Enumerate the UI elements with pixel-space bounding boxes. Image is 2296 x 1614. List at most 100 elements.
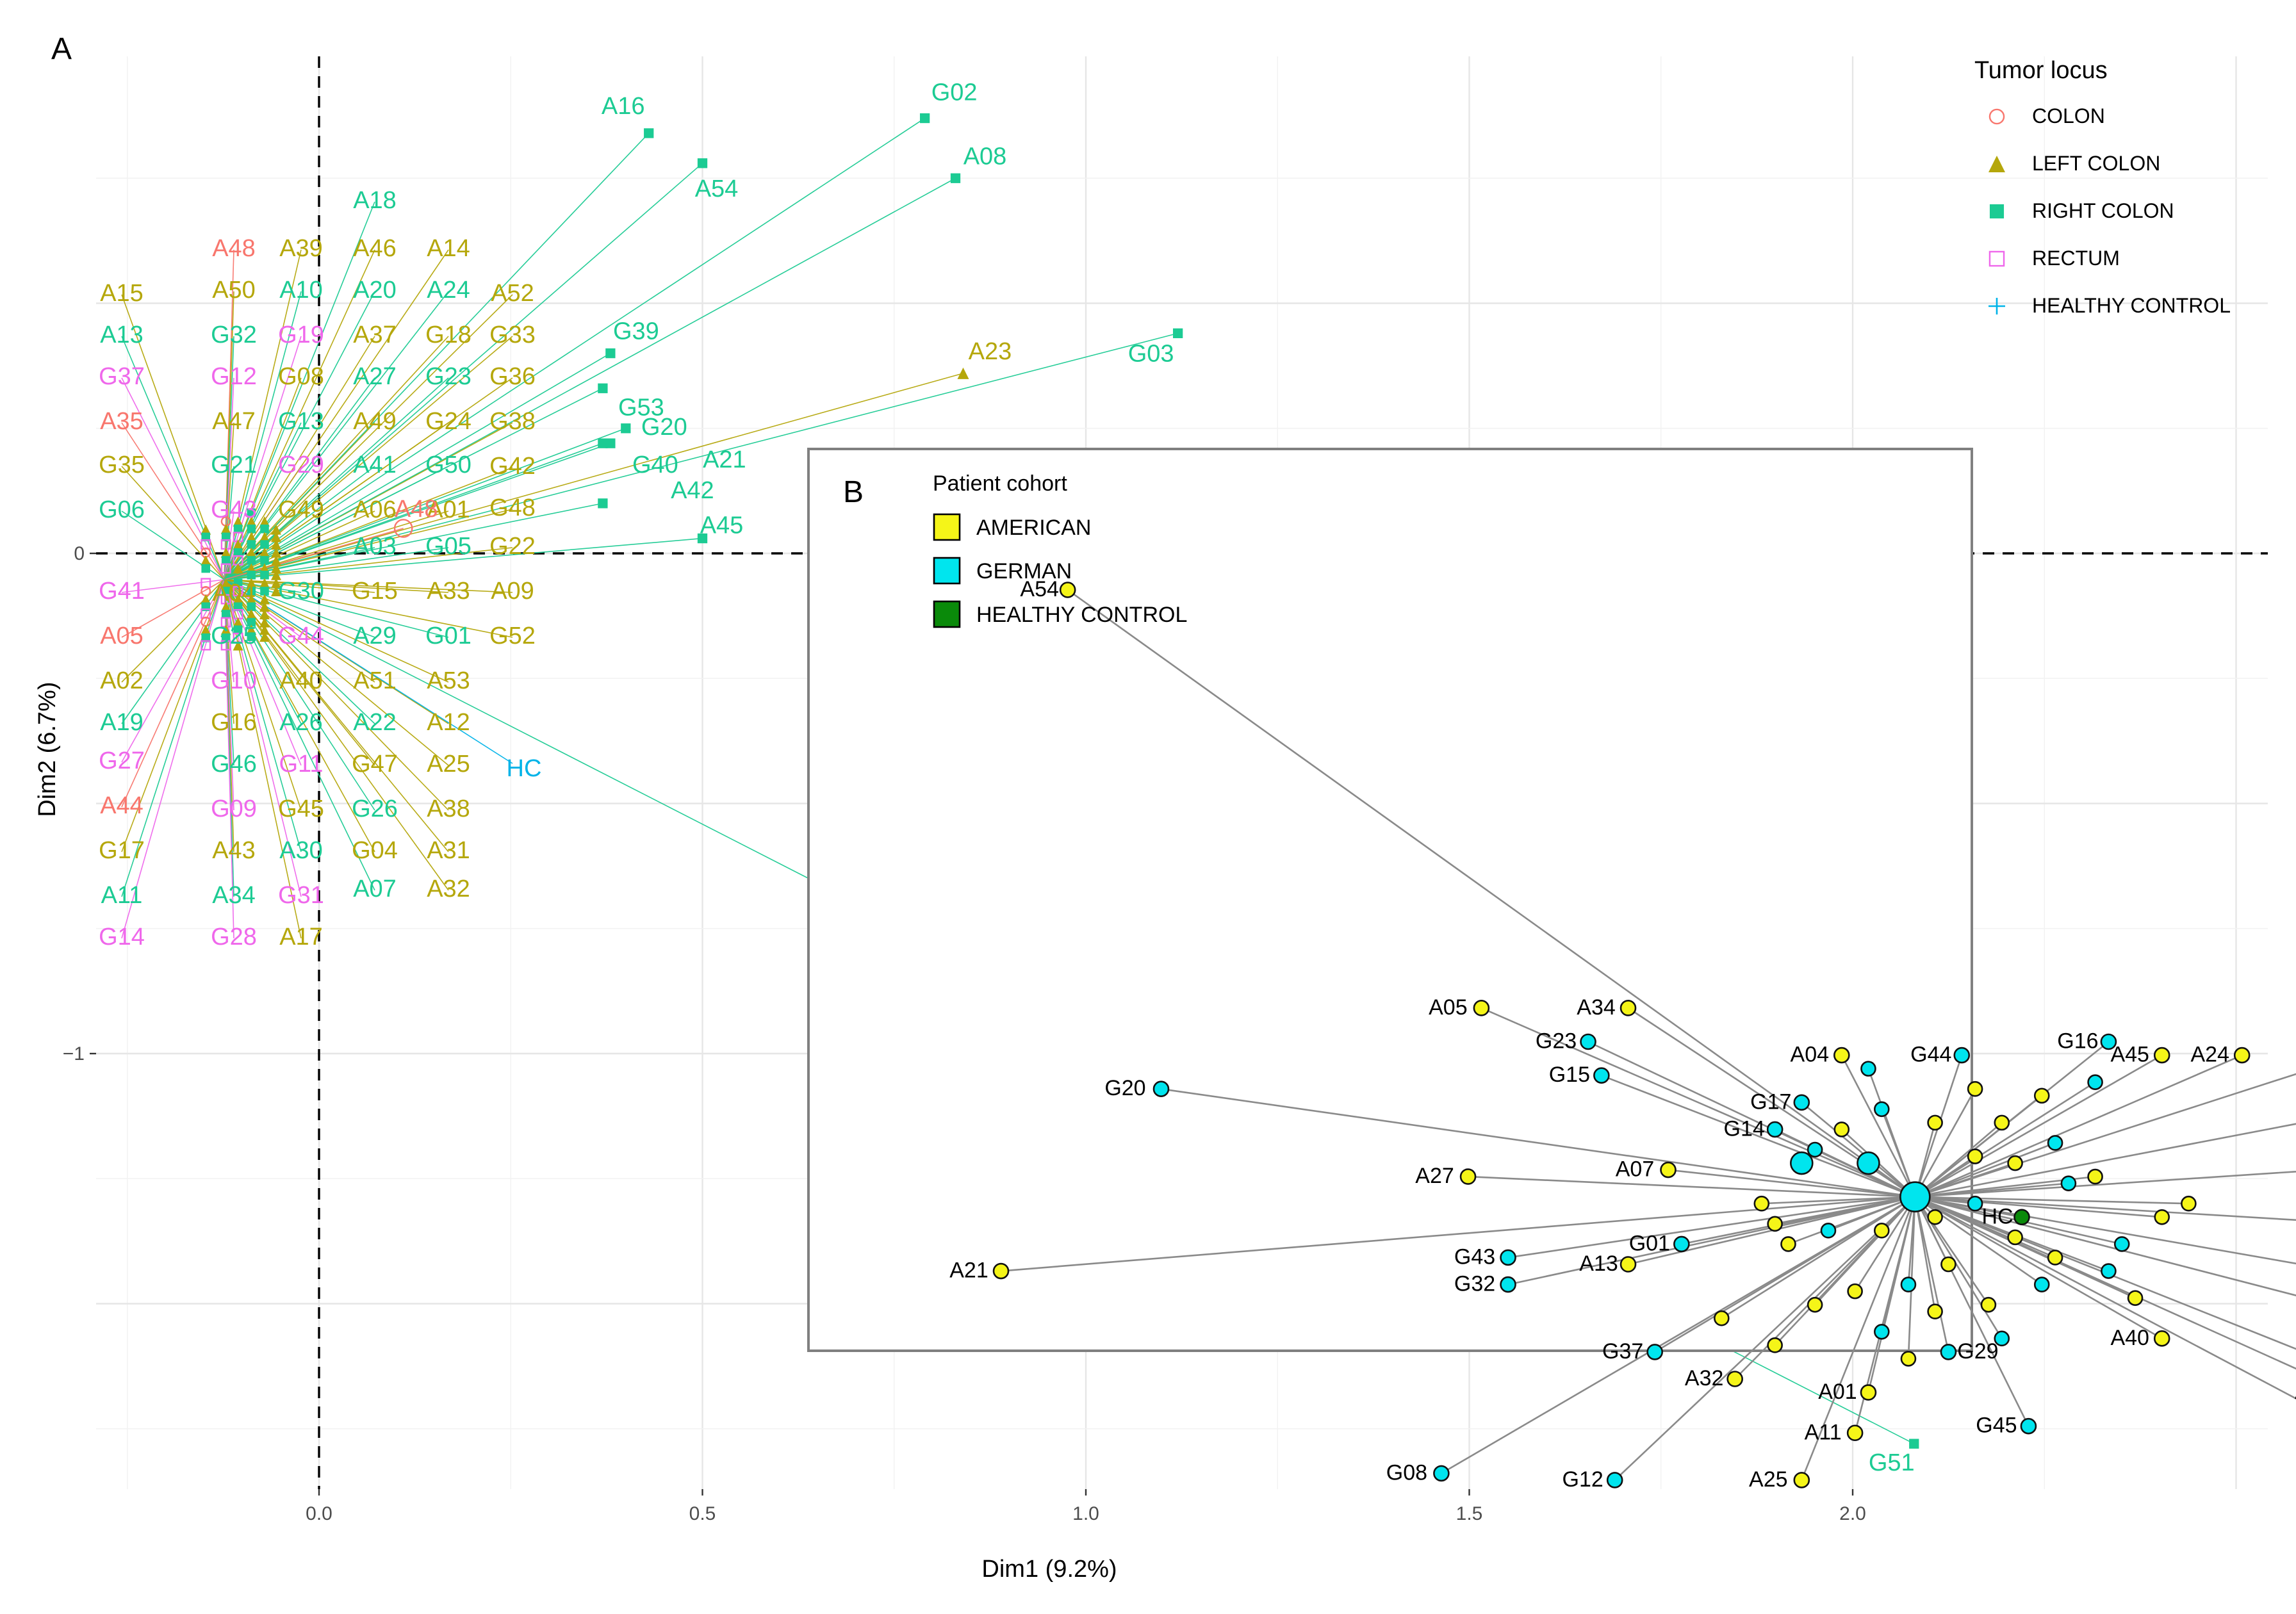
vector-line	[224, 579, 449, 811]
network-node	[992, 1262, 1010, 1280]
marker-square	[221, 532, 231, 542]
network-node	[1473, 1000, 1490, 1016]
network-node	[1646, 1344, 1663, 1360]
marker-triangle	[233, 594, 243, 605]
vector-label: G32	[211, 322, 257, 348]
network-node-label: G16	[2057, 1029, 2098, 1054]
vector-line	[224, 579, 513, 764]
vector-label: A43	[212, 837, 256, 864]
marker-triangle	[259, 617, 270, 628]
network-edge	[1914, 1088, 1976, 1198]
vector-label: A02	[100, 667, 144, 694]
network-node-label: G23	[1536, 1029, 1577, 1054]
network-node	[1593, 1067, 1610, 1084]
vector-label: G28	[211, 924, 257, 950]
vector-label: A04	[212, 580, 256, 607]
vector-label: G04	[352, 837, 398, 864]
data-point-label: A23	[969, 338, 1012, 365]
marker-triangle	[220, 601, 231, 612]
marker-square	[644, 128, 654, 138]
network-node	[2100, 1033, 2117, 1050]
vector-label: G33	[489, 322, 536, 348]
vector-line	[224, 428, 627, 580]
vector-label: A31	[427, 837, 470, 864]
marker-triangle	[271, 532, 281, 542]
vector-label: A25	[427, 751, 470, 778]
vector-label: G08	[278, 363, 324, 390]
vector-label: A53	[427, 667, 470, 694]
network-node	[2007, 1155, 2023, 1171]
panel-b-nodes	[992, 582, 2251, 1488]
marker-triangle	[201, 624, 211, 635]
network-edge	[1914, 1196, 2296, 1400]
network-node	[1940, 1344, 1957, 1360]
vector-label: A06	[353, 496, 397, 523]
network-node	[2153, 1047, 2170, 1064]
network-node	[1927, 1209, 1943, 1225]
network-node	[1846, 1424, 1864, 1442]
panel-b-edges	[1001, 589, 2296, 1481]
network-node-label: G44	[1910, 1043, 1951, 1067]
data-point-label: A08	[964, 143, 1007, 170]
tumor-locus-legend: Tumor locus COLON LEFT COLON RIGHT COLON REC…	[1974, 57, 2231, 317]
vector-label: G05	[425, 533, 472, 560]
marker-square	[598, 438, 608, 448]
vector-label: G36	[489, 363, 536, 390]
network-node-label: G15	[1549, 1063, 1590, 1087]
data-point-label: G02	[931, 79, 978, 106]
network-node	[2154, 1209, 2170, 1225]
marker-triangle	[246, 594, 257, 605]
vector-line	[224, 387, 603, 580]
vector-label: A22	[353, 709, 397, 736]
network-edge	[1774, 1196, 1916, 1346]
marker-triangle	[259, 516, 270, 527]
vector-label: G24	[425, 408, 472, 435]
network-node	[1940, 1256, 1956, 1273]
vector-label: G21	[211, 452, 257, 478]
network-node	[2127, 1290, 2144, 1306]
network-node-label: A45	[2110, 1043, 2149, 1067]
network-node	[1967, 1148, 1983, 1164]
network-node-label: A11	[1805, 1420, 1842, 1444]
network-node-label: G14	[1724, 1116, 1765, 1141]
network-node-label: G43	[1454, 1244, 1495, 1269]
y-tick-label: 0	[74, 543, 85, 564]
marker-triangle	[259, 532, 270, 542]
legend-entry: HEALTHY CONTROL	[2032, 294, 2231, 317]
vector-label: A09	[491, 578, 534, 605]
network-node	[1833, 1047, 1850, 1064]
network-node	[1980, 1296, 1997, 1313]
marker-triangle	[201, 594, 211, 605]
marker-square	[919, 113, 930, 124]
network-node	[2113, 1236, 2130, 1252]
marker-triangle	[233, 640, 243, 651]
marker-circle	[393, 519, 413, 538]
y-tick-label: −1	[63, 1043, 85, 1064]
data-point-label: G51	[1869, 1449, 1915, 1476]
network-node	[1152, 1080, 1170, 1098]
vector-label: G31	[278, 882, 324, 909]
vector-label: G41	[99, 578, 145, 605]
vector-label: G30	[278, 578, 324, 605]
vector-label: G17	[99, 837, 145, 864]
x-axis-title: Dim1 (9.2%)	[981, 1556, 1117, 1583]
vector-label: A32	[427, 876, 470, 902]
network-node-label: A13	[1579, 1251, 1618, 1276]
network-node-label: A05	[1429, 995, 1468, 1020]
network-node-label: A47	[2295, 1380, 2296, 1404]
patient-cohort-legend: Patient cohort AMERICAN GERMAN HEALTHY CONT…	[933, 471, 1187, 628]
panel-a-labels: A15A13G37A35G35G06G41A05A02A19G27A44G17A…	[99, 79, 1915, 1477]
vector-line	[224, 547, 513, 580]
marker-square	[247, 556, 256, 565]
network-node	[1753, 1195, 1770, 1212]
vector-label: G13	[278, 408, 324, 435]
data-point-label: A42	[671, 477, 714, 504]
marker-circle	[1988, 108, 2005, 125]
network-node	[2047, 1135, 2063, 1151]
network-node	[1620, 1256, 1637, 1273]
marker-square	[221, 633, 231, 642]
network-node-label: G37	[1602, 1339, 1643, 1364]
network-node-label: G17	[1750, 1089, 1791, 1114]
marker-square	[1909, 1439, 1919, 1449]
marker-triangle	[259, 578, 270, 589]
